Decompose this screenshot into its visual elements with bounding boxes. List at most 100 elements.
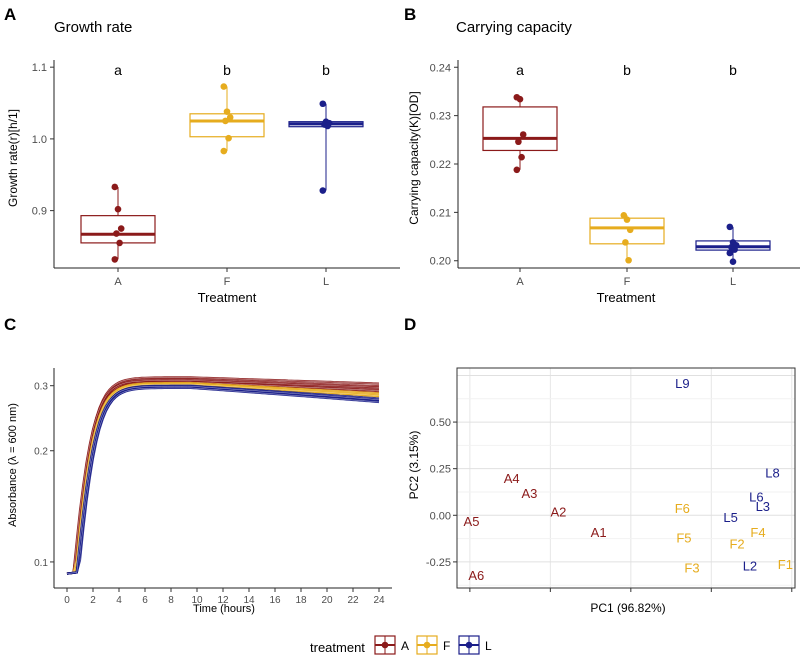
- pca-point-label-f2: F2: [729, 536, 744, 551]
- pca-point-label-f5: F5: [676, 531, 691, 546]
- growth-curve-highlight-f2: [66, 383, 380, 574]
- growth-point-f: [225, 134, 232, 142]
- pca-point-label-a3: A3: [521, 486, 537, 501]
- capacity-point-f: [622, 239, 629, 246]
- pca-point-label-l5: L5: [723, 510, 737, 525]
- growth-point-f: [220, 83, 228, 90]
- capacity-significance-letter: b: [623, 62, 631, 78]
- growth-curve-a3: [66, 379, 380, 575]
- growth-point-a: [116, 239, 123, 247]
- growth-curve-l1: [66, 385, 380, 575]
- pca-point-label-f6: F6: [675, 501, 690, 516]
- curves-x-tick-label: 10: [191, 595, 203, 606]
- pca-point-label-l9: L9: [675, 376, 689, 391]
- growth-curve-f5: [66, 382, 380, 575]
- growth-curve-highlight-l2: [66, 386, 380, 574]
- growth-curve-highlight-l3: [66, 387, 380, 574]
- growth-point-f: [222, 117, 229, 125]
- growth-y-title: Growth rate(r)[h/1]: [6, 109, 20, 207]
- growth-title: Growth rate: [54, 19, 132, 36]
- growth-y-tick-label: 1.0: [32, 134, 47, 146]
- growth-point-l: [319, 187, 327, 194]
- growth-curve-f2: [66, 383, 380, 575]
- growth-significance-letter: b: [223, 62, 231, 78]
- charts: 0.91.01.1AaFbLb0.200.210.220.230.24AaFbL…: [32, 60, 800, 606]
- curves-x-tick-label: 0: [64, 595, 70, 606]
- growth-curve-highlight-f1: [66, 382, 380, 574]
- panel-label-a: A: [4, 5, 16, 24]
- capacity-y-tick-label: 0.21: [430, 207, 451, 219]
- growth-significance-letter: b: [322, 62, 330, 78]
- capacity-significance-letter: b: [729, 62, 737, 78]
- growth-curve-l4: [66, 384, 380, 575]
- growth-curve-f4: [66, 384, 380, 575]
- pca-plot-area: [456, 367, 796, 589]
- capacity-x-tick-label: L: [730, 276, 736, 288]
- legend-key-point-a: [381, 641, 389, 649]
- growth-curve-highlight-l1: [66, 385, 380, 574]
- curves-x-tick-label: 24: [373, 595, 385, 606]
- capacity-x-tick-label: A: [516, 276, 524, 288]
- growth-curve-a4: [66, 380, 380, 575]
- growth-x-tick-label: F: [224, 276, 231, 288]
- growth-significance-letter: a: [114, 62, 122, 78]
- growth-curve-highlight-f4: [66, 384, 380, 574]
- capacity-point-a: [518, 153, 525, 161]
- growth-curve-highlight-f5: [66, 383, 380, 574]
- capacity-x-tick-label: F: [624, 276, 631, 288]
- curves-x-tick-label: 2: [90, 595, 96, 606]
- pca-y-title: PC2 (3.15%): [407, 431, 421, 500]
- legend-title: treatment: [310, 640, 365, 655]
- growth-curve-highlight-l4: [66, 385, 380, 574]
- growth-point-a: [111, 256, 119, 263]
- pca-point-label-l8: L8: [765, 465, 779, 480]
- growth-curve-f3: [66, 383, 380, 575]
- curves-x-tick-label: 4: [116, 595, 122, 606]
- capacity-y-tick-label: 0.20: [430, 256, 451, 268]
- pca-point-label-a5: A5: [464, 514, 480, 529]
- growth-curve-a1: [66, 376, 380, 575]
- curves-x-tick-label: 12: [217, 595, 229, 606]
- growth-point-a: [117, 225, 125, 232]
- pca-point-label-l2: L2: [743, 559, 757, 574]
- growth-point-a: [113, 230, 120, 237]
- curves-x-tick-label: 14: [243, 595, 255, 606]
- pca-y-tick-label: 0.25: [430, 464, 451, 476]
- growth-curve-l3: [66, 386, 380, 575]
- growth-curve-highlight-f3: [66, 384, 380, 574]
- capacity-point-l: [729, 258, 737, 266]
- growth-curve-a2: [66, 378, 380, 575]
- growth-point-a: [114, 205, 122, 213]
- curves-y-tick-label: 0.1: [34, 558, 48, 569]
- growth-point-f: [226, 114, 234, 121]
- pca-point-label-f1: F1: [778, 557, 793, 572]
- growth-curve-a6: [66, 379, 380, 575]
- growth-x-tick-label: L: [323, 276, 329, 288]
- pca-frame: [456, 367, 796, 589]
- growth-curve-highlight-a1: [66, 377, 380, 574]
- pca-point-label-l6: L6: [749, 490, 763, 505]
- pca-y-tick-label: -0.25: [426, 557, 451, 569]
- growth-point-l: [319, 100, 327, 108]
- capacity-y-tick-label: 0.22: [430, 159, 451, 171]
- capacity-point-a: [513, 166, 521, 174]
- capacity-y-tick-label: 0.24: [430, 62, 451, 74]
- curves-y-title: Absorbance (λ = 600 nm): [7, 403, 19, 527]
- growth-point-l: [324, 122, 331, 130]
- capacity-point-a: [519, 131, 527, 138]
- capacity-y-tick-label: 0.23: [430, 111, 451, 123]
- capacity-point-f: [626, 226, 634, 234]
- capacity-point-f: [625, 256, 632, 264]
- panel-label-d: D: [404, 315, 416, 334]
- pca-point-label-a1: A1: [591, 525, 607, 540]
- curves-x-title: Time (hours): [193, 603, 255, 615]
- curves-x-tick-label: 20: [321, 595, 333, 606]
- pca-x-title: PC1 (96.82%): [590, 601, 665, 615]
- capacity-point-l: [731, 246, 738, 253]
- pca-y-tick-label: 0.50: [430, 417, 451, 429]
- curves-x-tick-label: 6: [142, 595, 148, 606]
- curves-x-tick-label: 22: [347, 595, 359, 606]
- capacity-point-f: [623, 216, 631, 223]
- legend-key-point-f: [423, 641, 431, 649]
